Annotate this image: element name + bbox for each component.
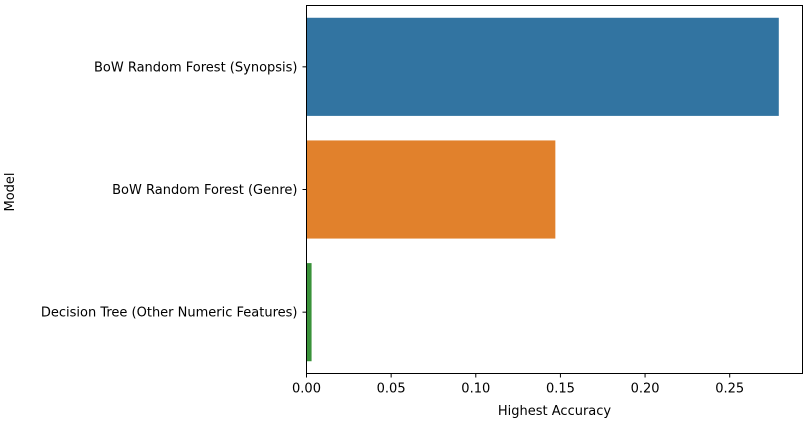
bar [306, 263, 312, 362]
x-tick-label: 0.25 [715, 382, 744, 397]
y-tick-label: Decision Tree (Other Numeric Features) [41, 306, 298, 321]
bars [306, 17, 779, 362]
x-tick-label: 0.00 [292, 382, 321, 397]
x-tick-label: 0.15 [546, 382, 575, 397]
y-axis-label: Model [3, 172, 18, 211]
x-tick-label: 0.05 [377, 382, 406, 397]
y-tick-label: BoW Random Forest (Synopsis) [94, 60, 298, 75]
x-tick-label: 0.10 [461, 382, 490, 397]
y-tick-label: BoW Random Forest (Genre) [112, 183, 297, 198]
x-axis-label: Highest Accuracy [498, 404, 612, 419]
bar [306, 17, 779, 116]
y-axis-ticks: BoW Random Forest (Synopsis) BoW Random F… [41, 60, 307, 321]
x-axis-ticks: 0.00 0.05 0.10 0.15 0.20 0.25 [292, 373, 744, 397]
x-tick-label: 0.20 [631, 382, 660, 397]
bar [306, 140, 556, 239]
